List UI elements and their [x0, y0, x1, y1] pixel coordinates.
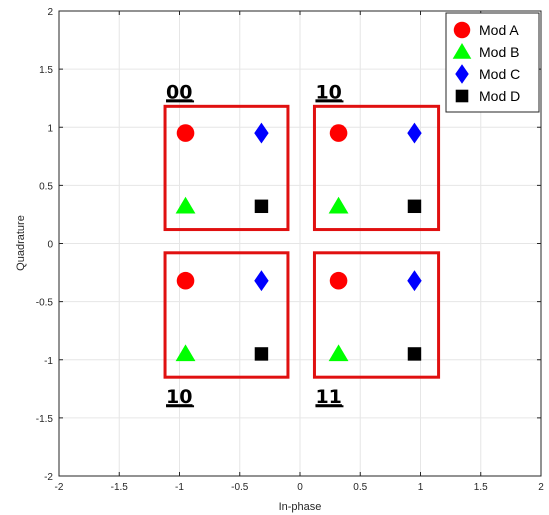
- mod-a-point: [176, 271, 195, 290]
- y-tick-label: -1: [44, 356, 53, 367]
- mod-b-point: [175, 196, 196, 214]
- axis-ticks: -2 -1.5 -1 -0.5 0 0.5 1 1.5 2 2 1.5 1 0.5 0 -0.5 -1 -1.5…: [36, 7, 544, 493]
- mod-d-point: [407, 347, 422, 361]
- legend-label-mod-d: Mod D: [479, 88, 520, 104]
- mod-a-point: [329, 124, 348, 142]
- mod-b-point: [328, 344, 349, 362]
- mod-d-point: [254, 199, 269, 214]
- data-markers: [175, 122, 422, 362]
- x-axis-label: In-phase: [279, 501, 322, 513]
- mod-c-point: [407, 122, 422, 144]
- group-label: 11: [315, 386, 341, 408]
- mod-d-point: [254, 347, 269, 361]
- y-tick-label: 0: [47, 240, 53, 251]
- x-tick-label: 1.5: [474, 482, 488, 493]
- y-tick-label: 2: [47, 7, 53, 18]
- legend-marker-mod-a: [453, 21, 471, 39]
- legend-label-mod-a: Mod A: [479, 22, 519, 38]
- group-box: [163, 251, 290, 379]
- mod-b-point: [328, 196, 349, 214]
- mod-b-point: [175, 344, 196, 362]
- legend-label-mod-b: Mod B: [479, 44, 519, 60]
- group-label: 10: [315, 81, 341, 103]
- y-tick-label: -1.5: [36, 414, 54, 425]
- mod-c-point: [407, 270, 422, 292]
- mod-a-point: [176, 124, 195, 142]
- x-tick-label: -0.5: [231, 482, 249, 493]
- group-box: [312, 251, 441, 379]
- x-tick-label: 0.5: [353, 482, 367, 493]
- mod-c-point: [254, 122, 269, 144]
- mod-a-point: [329, 271, 348, 290]
- x-tick-label: 1: [418, 482, 424, 493]
- legend-marker-mod-d: [455, 89, 469, 103]
- y-axis-label: Quadrature: [15, 215, 27, 271]
- x-tick-label: 2: [538, 482, 544, 493]
- mod-c-point: [254, 270, 269, 292]
- y-tick-label: 0.5: [39, 181, 53, 192]
- group-box: [163, 104, 290, 232]
- y-tick-label: 1: [47, 123, 53, 134]
- legend-marker-mod-b: [452, 43, 472, 59]
- group-boxes: 00 10 10 11: [163, 81, 441, 408]
- x-tick-label: -1.5: [111, 482, 129, 493]
- x-tick-label: -2: [55, 482, 64, 493]
- y-tick-label: -2: [44, 472, 53, 483]
- group-label: 10: [166, 386, 192, 408]
- legend-label-mod-c: Mod C: [479, 66, 520, 82]
- group-box: [312, 104, 441, 232]
- legend-marker-mod-c: [455, 64, 469, 84]
- group-label: 00: [166, 81, 192, 103]
- x-tick-label: -1: [175, 482, 184, 493]
- legend: Mod A Mod B Mod C Mod D: [445, 12, 540, 113]
- mod-d-point: [407, 199, 422, 214]
- x-tick-label: 0: [297, 482, 303, 493]
- y-tick-label: 1.5: [39, 65, 53, 76]
- y-tick-label: -0.5: [36, 298, 54, 309]
